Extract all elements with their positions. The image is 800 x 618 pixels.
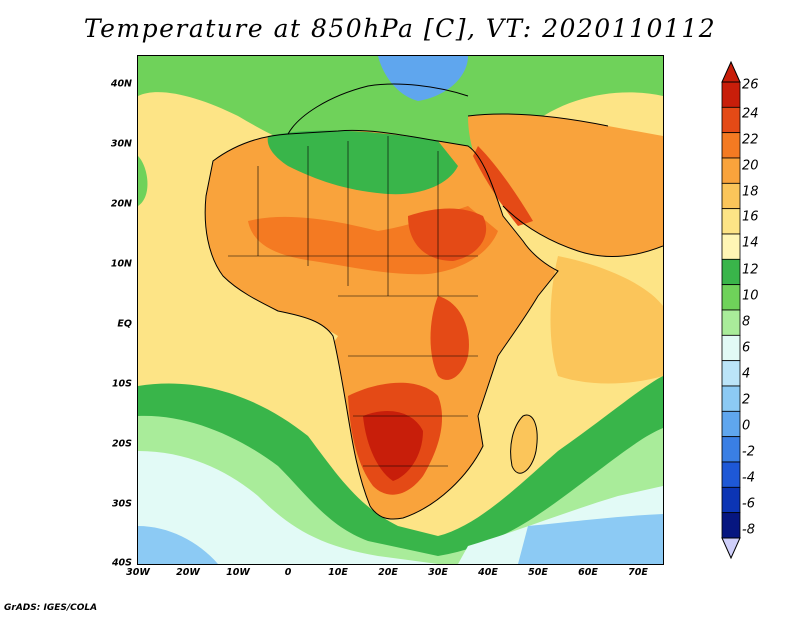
- lat-label-10s: 10S: [111, 378, 132, 390]
- arabia-landmass: [468, 114, 663, 257]
- colorbar-label-0: 0: [742, 418, 751, 434]
- indian-ocean-warm: [550, 256, 663, 384]
- colorbar-block: [721, 309, 741, 336]
- lon-label-30e: 30E: [428, 567, 448, 578]
- chart-title: Temperature at 850hPa [C], VT: 202011011…: [83, 14, 717, 43]
- colorbar-label-14: 14: [742, 235, 759, 251]
- colorbar-block: [721, 106, 741, 134]
- colorbar-label-neg4: -4: [742, 470, 755, 486]
- lat-label-20s: 20S: [111, 438, 132, 450]
- colorbar-label-neg2: -2: [742, 444, 755, 460]
- lon-label-10w: 10W: [226, 567, 250, 578]
- lon-label-20w: 20W: [176, 567, 200, 578]
- colorbar-block: [721, 512, 741, 539]
- lat-label-30s: 30S: [111, 498, 132, 510]
- map-svg: [138, 56, 663, 564]
- lon-label-0: 0: [284, 567, 292, 578]
- lat-label-40n: 40N: [110, 78, 132, 90]
- colorbar-block: [721, 258, 741, 286]
- colorbar-block: [721, 81, 741, 108]
- colorbar-block: [721, 436, 741, 463]
- lon-label-20e: 20E: [378, 567, 398, 578]
- temperature-map: [137, 55, 664, 565]
- kalahari-hottest: [363, 411, 423, 481]
- colorbar-label-2: 2: [742, 392, 751, 408]
- colorbar-block: [721, 410, 741, 438]
- country-borders: [228, 136, 478, 467]
- colorbar-label-26: 26: [742, 77, 759, 93]
- border-lines-south: [228, 255, 478, 467]
- colorbar-label-12: 12: [742, 262, 759, 278]
- colorbar-block: [721, 461, 741, 488]
- lon-label-70e: 70E: [628, 567, 648, 578]
- south-indian-cold: [518, 514, 663, 564]
- credit-text: GrADS: IGES/COLA: [4, 603, 98, 613]
- border-lines-north: [257, 136, 439, 296]
- lat-label-10n: 10N: [110, 258, 132, 270]
- colorbar-label-6: 6: [742, 340, 751, 356]
- mediterranean-coastline: [287, 83, 469, 135]
- colorbar-block: [721, 385, 741, 412]
- colorbar-block: [721, 284, 741, 311]
- red-sea-hot-strip: [473, 146, 533, 226]
- colorbar-block: [721, 157, 741, 184]
- colorbar-low-arrow: [721, 537, 741, 560]
- atlantic-green-patch: [138, 156, 148, 206]
- gulf-of-guinea: [215, 296, 338, 354]
- lat-label-40s: 40S: [111, 557, 132, 569]
- africa-coastline: [204, 129, 559, 520]
- lon-label-60e: 60E: [578, 567, 598, 578]
- colorbar-label-neg6: -6: [742, 496, 755, 512]
- lat-label-30n: 30N: [110, 138, 132, 150]
- sudan-hot: [408, 208, 487, 261]
- colorbar-label-20: 20: [742, 158, 759, 174]
- colorbar: [721, 60, 741, 560]
- lon-label-40e: 40E: [478, 567, 498, 578]
- lon-label-30w: 30W: [126, 567, 150, 578]
- lon-label-50e: 50E: [528, 567, 548, 578]
- colorbar-block: [721, 233, 741, 260]
- colorbar-block: [721, 132, 741, 159]
- lat-label-eq: EQ: [117, 318, 132, 330]
- arabia-coastline: [467, 113, 663, 257]
- colorbar-label-4: 4: [742, 366, 751, 382]
- colorbar-block: [721, 208, 741, 235]
- colorbar-block: [721, 486, 741, 514]
- lon-label-10e: 10E: [328, 567, 348, 578]
- colorbar-label-8: 8: [742, 314, 751, 330]
- colorbar-label-22: 22: [742, 132, 759, 148]
- colorbar-label-18: 18: [742, 184, 759, 200]
- colorbar-high-arrow: [721, 60, 741, 83]
- colorbar-label-16: 16: [742, 209, 759, 225]
- colorbar-blocks: [721, 81, 741, 539]
- colorbar-block: [721, 360, 741, 387]
- madagascar-coastline: [510, 414, 538, 474]
- south-atlantic-cool: [138, 451, 438, 564]
- colorbar-block: [721, 334, 741, 362]
- south-atlantic-cold: [138, 526, 218, 564]
- colorbar-label-neg8: -8: [742, 522, 755, 538]
- madagascar: [510, 415, 538, 474]
- colorbar-label-24: 24: [742, 106, 759, 122]
- north-cool-belt: [138, 56, 663, 180]
- colorbar-block: [721, 182, 741, 210]
- east-africa-hot: [430, 296, 469, 380]
- coastlines: [204, 83, 663, 520]
- sahara-green: [267, 130, 458, 195]
- colorbar-label-10: 10: [742, 288, 759, 304]
- lat-label-20n: 20N: [110, 198, 132, 210]
